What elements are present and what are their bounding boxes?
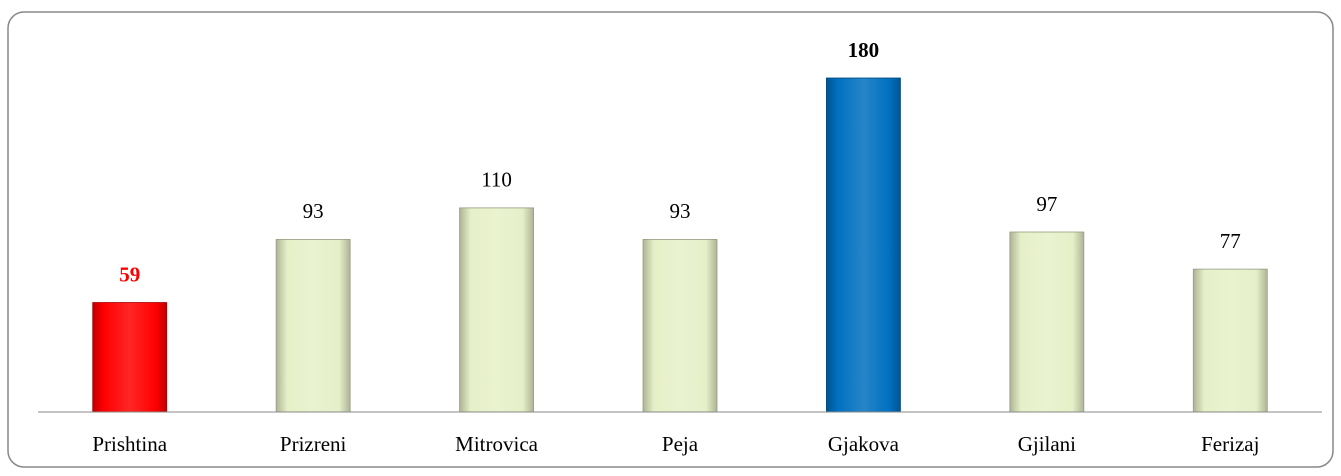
value-label: 180 [848,38,880,62]
x-tick-label: Mitrovica [455,432,538,456]
bar [92,302,168,413]
bar [275,239,351,413]
value-label: 93 [303,199,324,223]
value-label: 59 [119,262,140,286]
x-tick-label: Gjilani [1018,432,1076,456]
x-tick-label: Peja [662,432,699,456]
bar [1009,231,1085,413]
bar [1192,268,1268,413]
x-tick-label: Prishtina [92,432,167,456]
value-label: 93 [670,199,691,223]
value-label: 97 [1036,192,1057,216]
bar [459,207,534,413]
value-label: 77 [1220,229,1241,253]
x-tick-label: Prizreni [280,432,347,456]
bar [826,77,901,413]
value-label: 110 [481,168,512,192]
x-tick-label: Ferizaj [1201,432,1259,456]
bar [642,239,718,413]
x-tick-label: Gjakova [828,432,900,456]
